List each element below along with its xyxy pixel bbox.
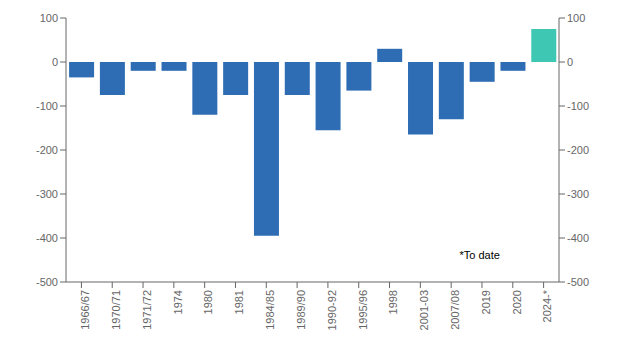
svg-text:100: 100 [567,12,585,24]
svg-text:1971/72: 1971/72 [141,290,153,330]
svg-text:2019: 2019 [480,290,492,314]
svg-text:2007/08: 2007/08 [449,290,461,330]
svg-text:-100: -100 [36,100,58,112]
svg-text:1989/90: 1989/90 [295,290,307,330]
svg-text:-500: -500 [567,276,589,288]
svg-text:1980: 1980 [202,290,214,314]
svg-text:1998: 1998 [387,290,399,314]
svg-text:2020: 2020 [511,290,523,314]
svg-text:1990-92: 1990-92 [326,290,338,330]
svg-text:0: 0 [52,56,58,68]
svg-text:0: 0 [567,56,573,68]
svg-text:2024-*: 2024-* [541,289,553,322]
svg-text:-200: -200 [36,144,58,156]
svg-text:-300: -300 [36,188,58,200]
svg-text:-400: -400 [36,232,58,244]
svg-text:1995/96: 1995/96 [357,290,369,330]
html-text:*To date: *To date [459,248,500,261]
svg-text:1981: 1981 [233,290,245,314]
svg-text:100: 100 [40,12,58,24]
svg-text:2001-03: 2001-03 [418,290,430,330]
svg-text:-500: -500 [36,276,58,288]
svg-text:-400: -400 [567,232,589,244]
svg-text:-300: -300 [567,188,589,200]
svg-text:-200: -200 [567,144,589,156]
svg-text:1984/85: 1984/85 [264,290,276,330]
svg-text:-100: -100 [567,100,589,112]
svg-text:1966/67: 1966/67 [79,290,91,330]
svg-text:1974: 1974 [172,290,184,314]
svg-text:1970/71: 1970/71 [110,290,122,330]
